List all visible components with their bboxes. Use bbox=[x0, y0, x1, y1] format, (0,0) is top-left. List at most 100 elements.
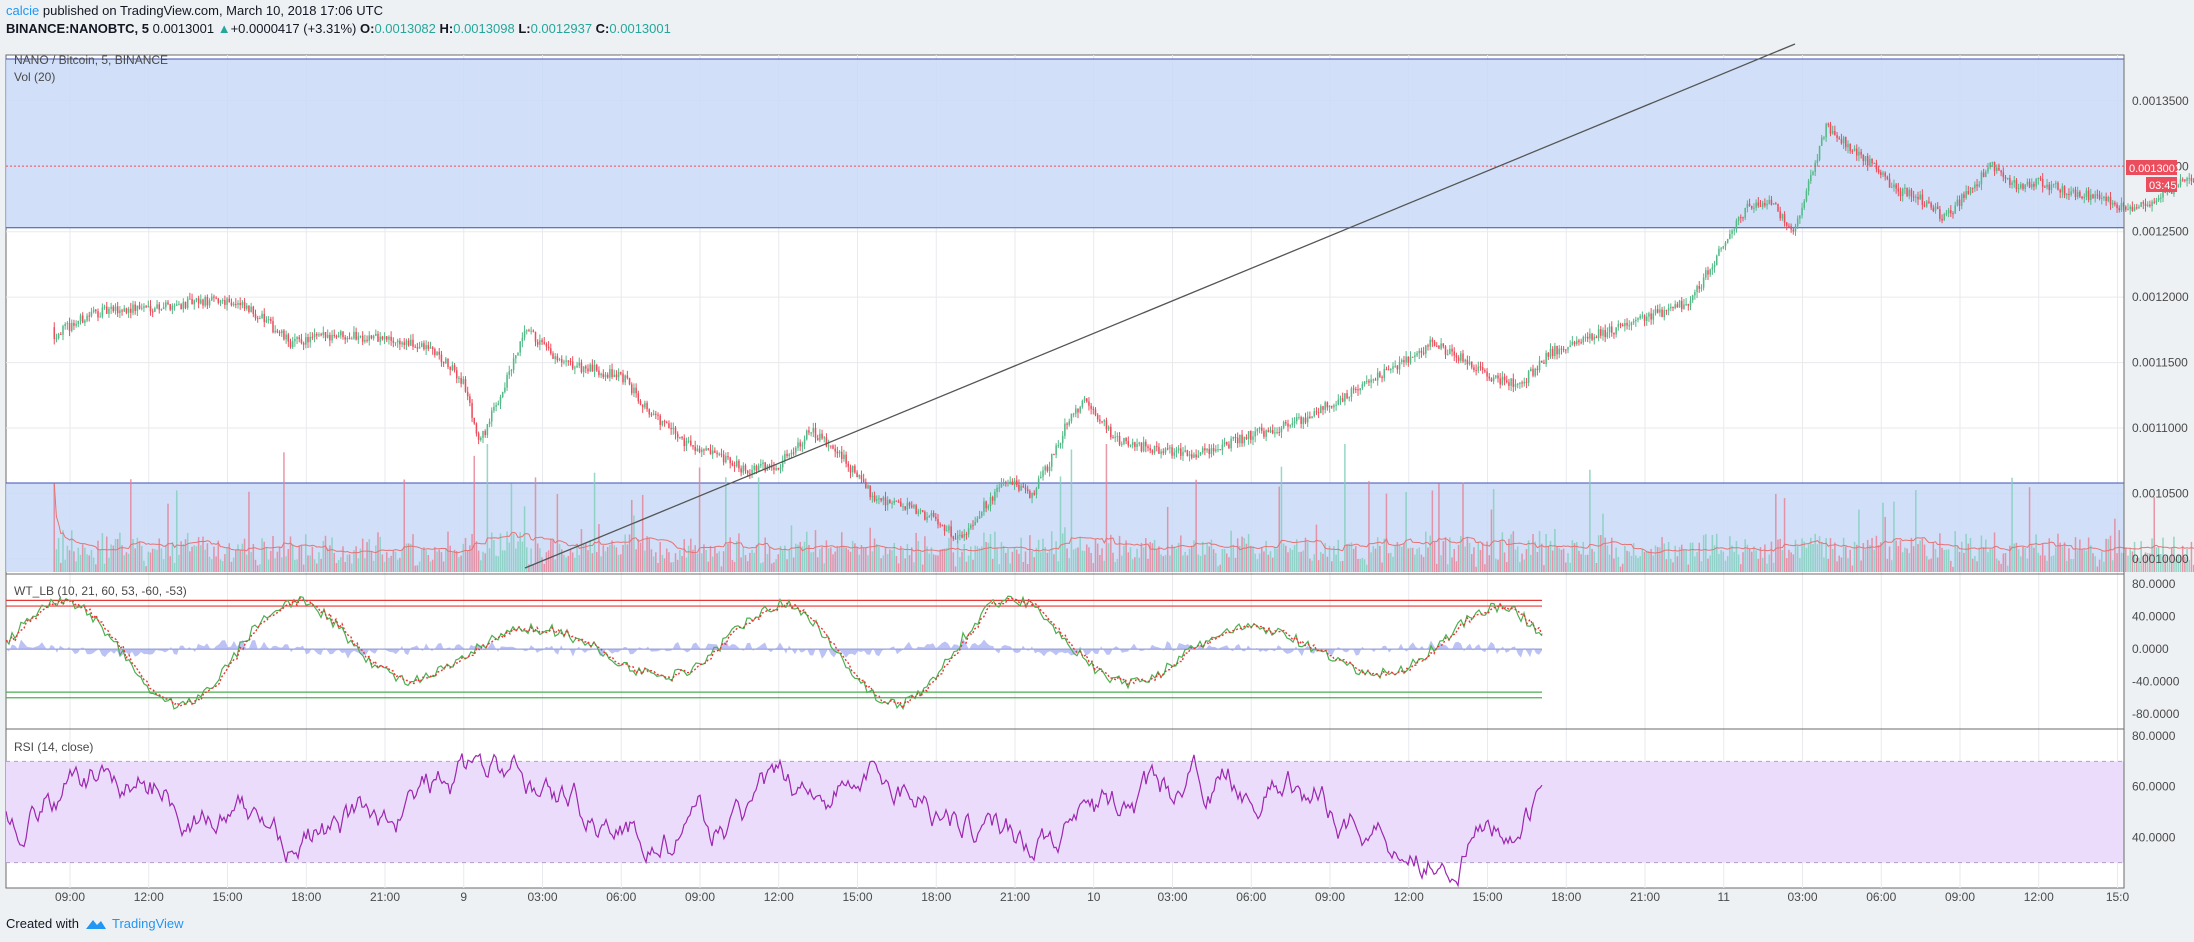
candle-body bbox=[2184, 179, 2186, 181]
volume-bar bbox=[1602, 513, 1604, 572]
candle-body bbox=[1545, 352, 1547, 364]
candle-body bbox=[2057, 182, 2059, 190]
candle-body bbox=[1064, 423, 1066, 436]
trendline[interactable] bbox=[524, 43, 1796, 569]
volume-bar bbox=[1239, 545, 1241, 572]
candle-body bbox=[344, 337, 346, 340]
candle-body bbox=[1910, 189, 1913, 197]
volume-bar bbox=[344, 561, 346, 572]
volume-bar bbox=[337, 560, 340, 572]
volume-bar bbox=[740, 557, 742, 572]
volume-bar bbox=[1893, 501, 1895, 572]
volume-bar bbox=[1687, 564, 1690, 572]
candle-body bbox=[2190, 178, 2193, 182]
tradingview-brand: TradingView bbox=[111, 916, 184, 931]
volume-bar bbox=[1726, 555, 1729, 572]
volume-bar bbox=[1617, 556, 1620, 572]
candle-body bbox=[1726, 238, 1729, 243]
candle-body bbox=[66, 323, 69, 325]
volume-bar bbox=[784, 545, 786, 572]
time-tick-label: 12:00 bbox=[134, 890, 164, 904]
volume-bar bbox=[309, 555, 311, 572]
volume-bar bbox=[2033, 547, 2035, 572]
candle-body bbox=[1753, 207, 1755, 209]
volume-bar bbox=[2020, 556, 2022, 572]
candle-body bbox=[1149, 448, 1151, 451]
volume-bar bbox=[410, 543, 412, 572]
volume-bar bbox=[442, 561, 445, 572]
candle-body bbox=[1048, 466, 1051, 472]
volume-bar bbox=[1860, 560, 1862, 572]
volume-bar bbox=[926, 546, 928, 572]
volume-bar bbox=[1129, 547, 1132, 572]
candle-body bbox=[2035, 178, 2037, 187]
volume-bar bbox=[1175, 548, 1178, 572]
volume-bar bbox=[66, 545, 69, 572]
candle-body bbox=[1737, 217, 1740, 221]
candle-body bbox=[996, 487, 998, 492]
candle-body bbox=[160, 309, 163, 311]
volume-bar bbox=[987, 542, 990, 572]
candle-body bbox=[1442, 343, 1445, 347]
volume-bar bbox=[1468, 542, 1471, 572]
candle-body bbox=[1153, 445, 1156, 453]
price-tag-box bbox=[2126, 160, 2177, 175]
tradingview-link[interactable]: TradingView bbox=[85, 916, 184, 931]
author-link[interactable]: calcie bbox=[6, 3, 40, 18]
candle-body bbox=[902, 506, 904, 508]
candle-body bbox=[1092, 408, 1095, 410]
volume-bar bbox=[683, 539, 686, 572]
candle-body bbox=[1341, 398, 1344, 402]
volume-bar bbox=[1453, 549, 1456, 572]
candle-body bbox=[1293, 421, 1296, 424]
volume-bar bbox=[860, 545, 863, 572]
candle-body bbox=[1193, 454, 1195, 458]
volume-bar bbox=[1221, 549, 1224, 572]
volume-bar bbox=[687, 545, 690, 572]
candle-body bbox=[1958, 199, 1961, 206]
volume-bar bbox=[103, 563, 106, 572]
volume-bar bbox=[532, 564, 535, 572]
volume-bar bbox=[1180, 535, 1182, 572]
volume-bar bbox=[2028, 487, 2031, 572]
candle-body bbox=[1285, 422, 1287, 424]
volume-bar bbox=[1451, 557, 1453, 572]
time-tick-label: 11 bbox=[1718, 890, 1731, 904]
volume-bar bbox=[1589, 469, 1591, 572]
candle-body bbox=[110, 306, 112, 309]
candle-body bbox=[1702, 277, 1705, 288]
candle-body bbox=[390, 336, 392, 341]
candle-body bbox=[2096, 194, 2099, 196]
price-tick-label: 0.0010000 bbox=[2132, 552, 2189, 566]
candle-body bbox=[81, 315, 84, 323]
candle-body bbox=[926, 516, 928, 520]
volume-bar bbox=[757, 477, 760, 572]
candle-body bbox=[1114, 436, 1116, 439]
volume-bar bbox=[1855, 544, 1858, 572]
volume-bar bbox=[545, 552, 548, 572]
candle-body bbox=[1140, 442, 1143, 452]
candle-body bbox=[1116, 435, 1119, 437]
candle-body bbox=[1551, 348, 1554, 357]
volume-bar bbox=[967, 555, 970, 572]
candle-body bbox=[1365, 380, 1368, 382]
candle-body bbox=[532, 330, 535, 332]
candle-body bbox=[694, 446, 696, 451]
candle-body bbox=[1925, 201, 1928, 207]
candle-body bbox=[891, 503, 893, 505]
candle-body bbox=[1670, 306, 1672, 309]
candle-body bbox=[648, 409, 651, 415]
candle-body bbox=[705, 448, 707, 451]
volume-bar bbox=[1845, 546, 1847, 572]
candle-body bbox=[865, 481, 867, 489]
volume-bar bbox=[1569, 562, 1571, 572]
volume-bar bbox=[1492, 489, 1495, 572]
volume-bar bbox=[1628, 551, 1631, 572]
candle-body bbox=[1875, 163, 1878, 170]
candle-body bbox=[342, 331, 344, 338]
volume-bar bbox=[1072, 549, 1075, 572]
volume-bar bbox=[226, 547, 228, 572]
volume-bar bbox=[1350, 542, 1353, 572]
volume-bar bbox=[1488, 555, 1491, 572]
